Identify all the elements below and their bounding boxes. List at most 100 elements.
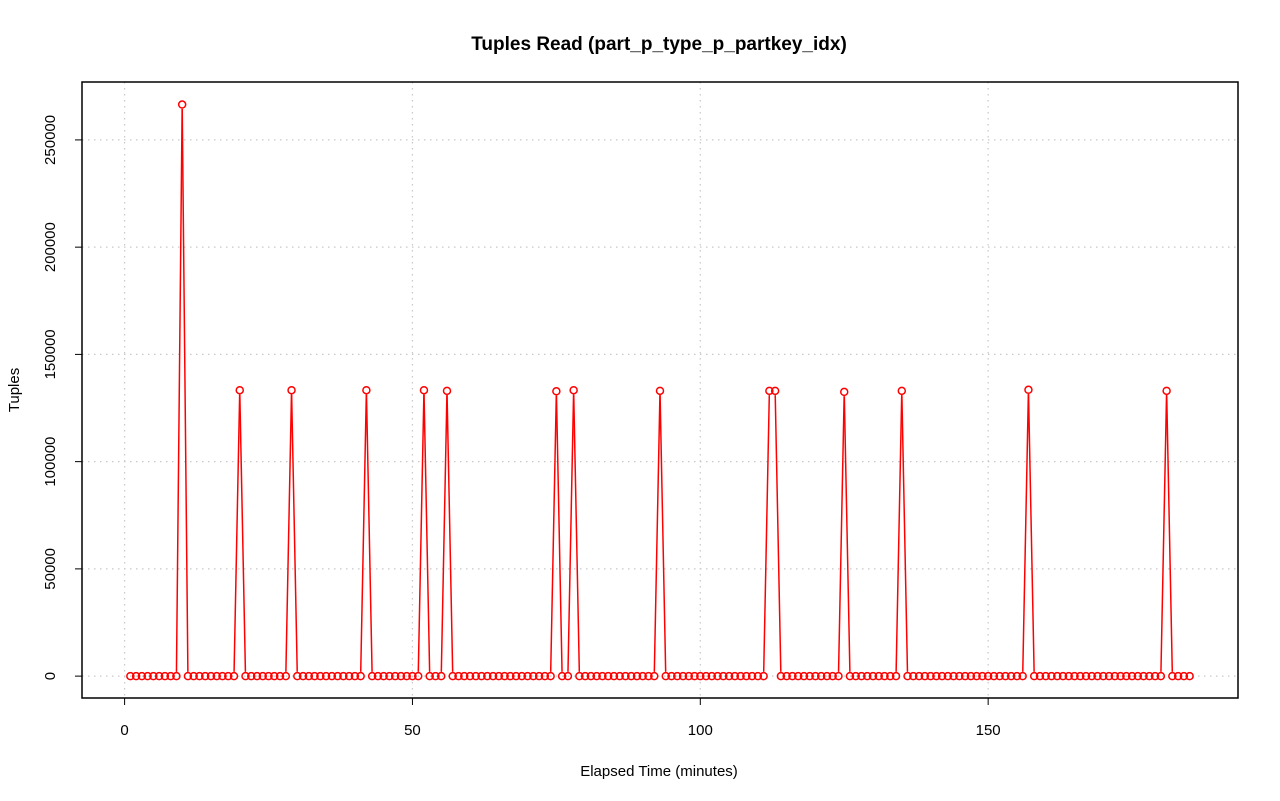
data-point [995,671,1004,681]
series-segment [659,395,667,672]
data-point [247,671,256,681]
data-point [390,671,400,681]
data-point [724,671,734,681]
series-segment [1027,394,1035,672]
data-point [252,671,262,681]
y-axis: 0 50000 100000 150000 200000 250000 [42,115,83,680]
data-point [160,671,170,681]
data-point [955,671,964,681]
x-tick-label: 100 [688,722,713,739]
data-point [886,671,895,681]
data-point [1058,671,1068,681]
data-point [799,671,809,681]
y-tick-label: 50000 [42,548,59,590]
data-point [1001,671,1010,681]
data-point [776,671,786,681]
data-point [770,386,780,396]
data-point [1052,671,1062,681]
data-point [339,671,348,681]
data-point [1029,671,1039,681]
data-point [632,671,642,681]
data-point [540,671,550,681]
data-point [834,671,843,681]
data-point [1047,671,1056,681]
data-point [200,671,210,681]
data-point [460,671,469,681]
y-tick-label: 250000 [42,115,59,165]
x-tick-label: 150 [976,722,1001,739]
data-point [373,671,383,681]
data-point [621,671,630,681]
data-point [1041,671,1050,681]
data-point [506,671,515,681]
data-point [903,671,912,681]
series-segment [762,395,771,672]
data-point [972,671,981,681]
data-point [293,671,302,681]
data-point [816,671,826,681]
data-point [1006,671,1016,681]
data-point [229,671,239,681]
data-point [949,671,958,681]
data-point [408,671,417,681]
data-point [431,671,440,681]
data-point [909,671,918,681]
data-point [603,671,613,681]
data-point [793,671,803,681]
y-tick-label: 100000 [42,437,59,487]
data-point [719,671,728,681]
data-point [1110,671,1120,681]
data-point [598,671,607,681]
data-point [828,671,837,681]
series-segment [359,394,368,672]
data-point [644,671,653,681]
data-point [189,671,198,681]
data-point [448,671,457,681]
data-point [350,671,360,681]
data-point [615,671,624,681]
data-point [736,671,745,681]
data-point [891,671,901,681]
data-point [1087,671,1097,681]
data-point [1093,671,1102,681]
data-point [172,671,181,681]
data-point [402,671,411,681]
data-point [1133,671,1143,681]
data-point [241,671,250,681]
data-point [465,671,475,681]
data-point [362,385,371,395]
data-point [851,671,860,681]
series-segment [549,395,558,672]
data-point [782,671,791,681]
data-point [1018,671,1027,681]
x-axis-label: Elapsed Time (minutes) [580,763,738,780]
data-point [385,671,394,681]
grid-lines [82,82,1238,698]
series-segment [446,395,454,672]
data-point [419,385,429,395]
series-segment [417,394,425,672]
data-point [926,671,935,681]
data-point [684,671,694,681]
data-point [223,671,233,681]
data-point [356,671,365,681]
data-point [701,671,711,681]
data-point [960,671,970,681]
data-point [483,671,492,681]
data-point [673,671,682,681]
series-segment [572,394,581,672]
data-point [563,671,573,681]
data-point [1076,671,1085,681]
data-point [275,671,285,681]
data-point [920,671,930,681]
data-point [580,671,590,681]
data-point [874,671,884,681]
series-segment [1165,395,1174,672]
data-point [609,671,619,681]
data-point [1116,671,1125,681]
data-point [454,671,463,681]
data-point [287,385,296,395]
data-point [1024,385,1033,395]
data-point [143,671,152,681]
data-point [304,671,314,681]
